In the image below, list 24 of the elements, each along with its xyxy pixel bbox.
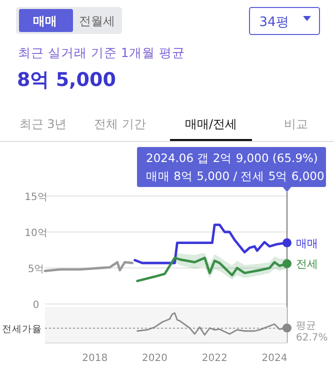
y-axis-title: 전세가율 bbox=[2, 324, 42, 335]
text: 최근 3년 bbox=[19, 117, 67, 131]
series-label: 매매 bbox=[296, 236, 318, 250]
text: 매매/전세 bbox=[184, 117, 238, 131]
text: 전체 기간 bbox=[94, 117, 146, 131]
text: 비교 bbox=[284, 117, 308, 131]
line-series bbox=[44, 261, 134, 272]
chart-title: 최근 실거래 기준 1개월 평균 bbox=[18, 45, 185, 60]
x-tick-label: 2018 bbox=[82, 353, 108, 364]
x-tick-label: 2020 bbox=[142, 353, 168, 364]
y-tick-label: 15억 bbox=[24, 192, 48, 203]
text: 2024.06 갭 2억 9,000 (65.9%) bbox=[146, 151, 318, 165]
x-tick-label: 2024 bbox=[262, 353, 288, 364]
y-tick-label: 5억 bbox=[28, 264, 44, 275]
ref-line-label: 평균 62.7% bbox=[296, 320, 328, 344]
text: 34평 bbox=[259, 15, 289, 30]
y-tick-label: 10억 bbox=[24, 228, 48, 239]
y-tick-label: 0 bbox=[32, 300, 40, 311]
text: 매매 bbox=[33, 14, 57, 28]
text: 매매 8억 5,000 / 전세 5억 6,000 bbox=[146, 169, 324, 183]
text: 전월세 bbox=[79, 14, 115, 28]
chart-subtitle: 8억 5,000 bbox=[17, 69, 116, 91]
series-label: 전세 bbox=[296, 258, 318, 271]
x-tick-label: 2022 bbox=[202, 353, 228, 364]
